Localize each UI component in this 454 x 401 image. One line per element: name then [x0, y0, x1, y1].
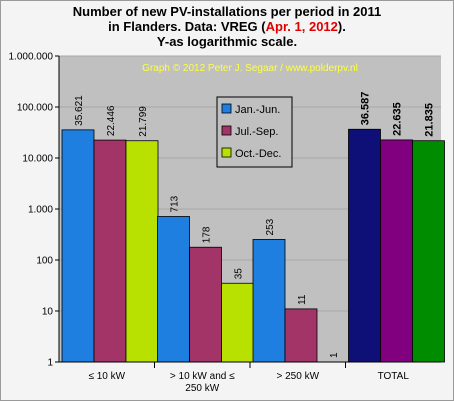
bar-value-label: 21.799 — [138, 106, 149, 137]
bar — [284, 308, 318, 363]
title-date: Apr. 1, 2012 — [265, 19, 338, 34]
axes — [58, 56, 441, 363]
bar-value-label: 253 — [265, 218, 276, 235]
legend-label: Oct.-Dec. — [235, 148, 281, 160]
x-tick-labels: ≤ 10 kW > 10 kW and ≤250 kW > 250 kW TOTAL — [88, 371, 409, 394]
chart-title: Number of new PV-installations per perio… — [0, 4, 454, 49]
title-line-2-post: ). — [337, 19, 346, 34]
bar-value-label: 35 — [234, 268, 245, 280]
x-tick-label: > 10 kW and ≤ — [170, 371, 235, 382]
bar-value-label: 713 — [170, 195, 181, 212]
legend-label: Jan.-Jun. — [235, 104, 280, 116]
bar-value-label: 178 — [202, 226, 213, 243]
y-tick-label: 1.000 — [28, 205, 53, 216]
x-tick-label: ≤ 10 kW — [88, 371, 125, 382]
title-line-2-pre: in Flanders. Data: VREG ( — [108, 19, 266, 34]
x-tick-label: TOTAL — [378, 371, 410, 382]
bar-value-label: 36.587 — [360, 92, 372, 126]
bar — [189, 246, 222, 363]
bar — [157, 216, 190, 363]
y-tick-label: 1 — [47, 358, 53, 369]
legend-label: Jul.-Sep. — [235, 126, 278, 138]
legend: Jan.-Jun. Jul.-Sep. Oct.-Dec. — [216, 96, 293, 168]
bar-value-label: 11 — [297, 294, 308, 305]
bar — [348, 128, 381, 363]
title-line-2: in Flanders. Data: VREG (Apr. 1, 2012). — [0, 19, 454, 34]
legend-swatch — [221, 103, 232, 114]
bar — [252, 239, 286, 363]
x-tick-label: > 250 kW — [276, 371, 319, 382]
bar-value-label: 22.446 — [106, 105, 117, 136]
bar — [412, 140, 445, 363]
bar-value-label: 35.621 — [74, 95, 85, 126]
y-tick-labels: 1 10 100 1.000 10.000 100.000 1.000.000 — [9, 52, 54, 369]
bar — [125, 140, 159, 363]
bar-value-label: 22.635 — [392, 102, 404, 136]
y-tick-label: 10 — [42, 307, 54, 318]
bar — [221, 282, 254, 363]
x-tick-label: 250 kW — [185, 383, 219, 394]
bar — [93, 139, 127, 363]
y-tick-label: 100.000 — [17, 103, 54, 114]
legend-swatch — [221, 147, 232, 158]
watermark: Graph © 2012 Peter J. Segaar / www.polde… — [142, 63, 358, 74]
y-tick-label: 100 — [36, 256, 53, 267]
title-line-3: Y-as logarithmic scale. — [156, 34, 298, 49]
title-line-1: Number of new PV-installations per perio… — [72, 4, 382, 19]
bar — [61, 129, 95, 363]
legend-swatch — [221, 125, 232, 136]
bar-value-label: 21.835 — [424, 103, 436, 137]
y-tick-label: 1.000.000 — [9, 52, 54, 63]
bar-value-label: 1 — [329, 352, 340, 358]
y-tick-label: 10.000 — [22, 154, 53, 165]
bar — [380, 139, 413, 363]
